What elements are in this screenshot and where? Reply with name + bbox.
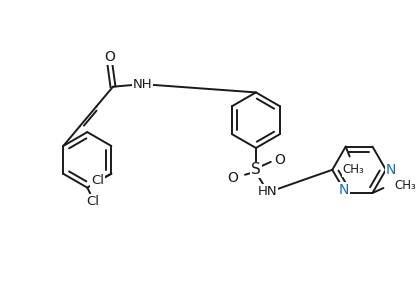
Text: O: O — [274, 153, 285, 167]
Text: Cl: Cl — [87, 195, 100, 208]
Text: CH₃: CH₃ — [394, 179, 416, 192]
Text: S: S — [251, 162, 261, 177]
Text: CH₃: CH₃ — [343, 163, 365, 176]
Text: N: N — [339, 183, 349, 197]
Text: HN: HN — [258, 185, 278, 198]
Text: NH: NH — [133, 78, 152, 91]
Text: Cl: Cl — [91, 174, 104, 187]
Text: O: O — [228, 171, 239, 185]
Text: O: O — [105, 50, 116, 64]
Text: N: N — [386, 163, 396, 177]
